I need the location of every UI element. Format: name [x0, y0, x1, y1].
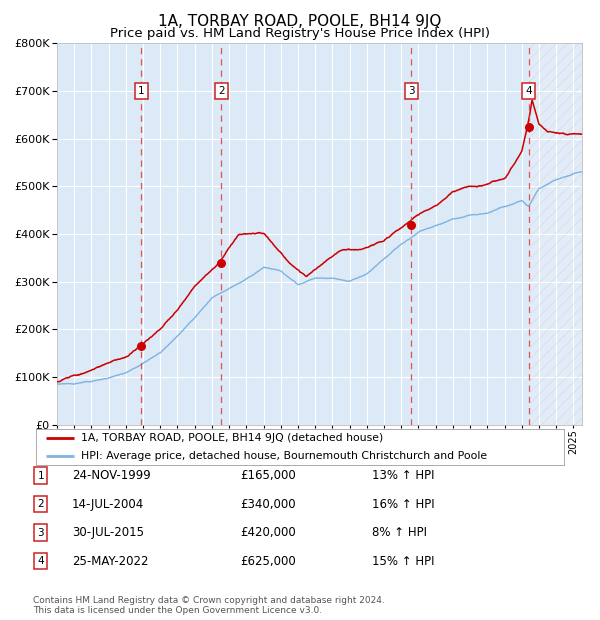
Text: 1: 1 — [37, 471, 44, 480]
Text: 3: 3 — [408, 86, 415, 96]
Text: £165,000: £165,000 — [240, 469, 296, 482]
Text: 1A, TORBAY ROAD, POOLE, BH14 9JQ: 1A, TORBAY ROAD, POOLE, BH14 9JQ — [158, 14, 442, 29]
Text: 4: 4 — [526, 86, 532, 96]
Text: £625,000: £625,000 — [240, 555, 296, 567]
Text: 30-JUL-2015: 30-JUL-2015 — [72, 526, 144, 539]
Text: 1A, TORBAY ROAD, POOLE, BH14 9JQ (detached house): 1A, TORBAY ROAD, POOLE, BH14 9JQ (detach… — [81, 433, 383, 443]
Text: 2: 2 — [218, 86, 224, 96]
Text: Contains HM Land Registry data © Crown copyright and database right 2024.
This d: Contains HM Land Registry data © Crown c… — [33, 596, 385, 615]
Text: 2: 2 — [37, 499, 44, 509]
Text: £420,000: £420,000 — [240, 526, 296, 539]
Text: 3: 3 — [37, 528, 44, 538]
Text: Price paid vs. HM Land Registry's House Price Index (HPI): Price paid vs. HM Land Registry's House … — [110, 27, 490, 40]
Text: 4: 4 — [37, 556, 44, 566]
Text: 13% ↑ HPI: 13% ↑ HPI — [372, 469, 434, 482]
Bar — [529, 43, 582, 425]
Text: 16% ↑ HPI: 16% ↑ HPI — [372, 498, 434, 510]
Text: 24-NOV-1999: 24-NOV-1999 — [72, 469, 151, 482]
Text: 25-MAY-2022: 25-MAY-2022 — [72, 555, 149, 567]
Text: HPI: Average price, detached house, Bournemouth Christchurch and Poole: HPI: Average price, detached house, Bour… — [81, 451, 487, 461]
Text: 8% ↑ HPI: 8% ↑ HPI — [372, 526, 427, 539]
Text: 14-JUL-2004: 14-JUL-2004 — [72, 498, 144, 510]
Text: 15% ↑ HPI: 15% ↑ HPI — [372, 555, 434, 567]
Text: 1: 1 — [138, 86, 145, 96]
Text: £340,000: £340,000 — [240, 498, 296, 510]
